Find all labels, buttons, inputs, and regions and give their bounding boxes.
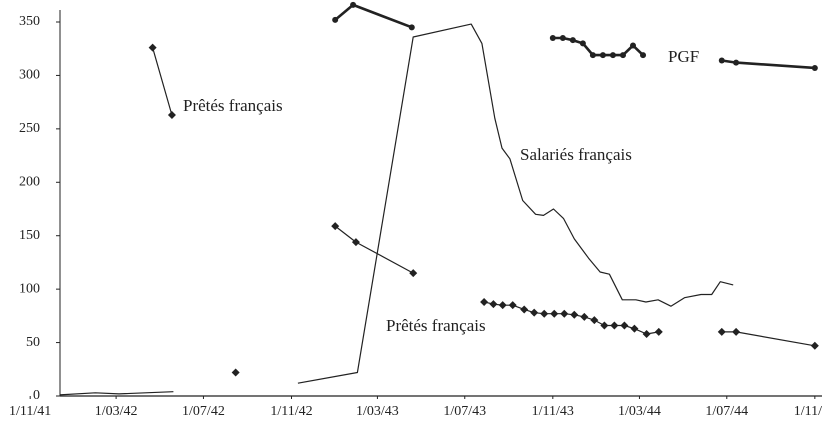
data-point — [148, 43, 157, 52]
data-point — [569, 37, 576, 44]
data-point — [630, 324, 639, 333]
series-line — [483, 301, 815, 347]
data-point — [560, 309, 569, 318]
x-tick-label: 1/07/44 — [705, 404, 748, 419]
data-point — [599, 52, 606, 59]
x-tick-label: 1/11/44 — [794, 404, 822, 419]
y-tick-label: 300 — [19, 68, 40, 83]
data-point — [549, 35, 556, 42]
x-tick-label: 1/11/42 — [270, 404, 312, 419]
data-point — [733, 59, 740, 66]
series-line — [152, 47, 414, 274]
data-point — [580, 312, 589, 321]
series-label: Prêtés français — [386, 316, 486, 335]
data-point — [620, 321, 629, 330]
data-point — [589, 52, 596, 59]
data-point — [610, 321, 619, 330]
y-tick-label: 50 — [26, 335, 40, 350]
y-tick-label: 250 — [19, 121, 40, 136]
data-point — [810, 341, 819, 350]
x-tick-label: 1/03/44 — [618, 404, 661, 419]
series-line — [334, 3, 815, 70]
series-label: PGF — [668, 47, 699, 66]
y-tick-label: 150 — [19, 228, 40, 243]
series-label: Salariés français — [520, 145, 632, 164]
x-tick-label: 1/03/42 — [95, 404, 138, 419]
data-point — [332, 16, 339, 23]
data-point — [167, 110, 176, 119]
data-point — [717, 327, 726, 336]
data-point — [600, 321, 609, 330]
data-point — [629, 42, 636, 49]
data-point — [408, 24, 415, 31]
x-tick-label: 1/07/43 — [443, 404, 486, 419]
y-tick-label: 100 — [19, 281, 40, 296]
y-tick-label: 200 — [19, 175, 40, 190]
data-point — [811, 64, 818, 71]
data-point — [550, 309, 559, 318]
data-point — [654, 327, 663, 336]
y-tick-label: 350 — [19, 14, 40, 29]
data-point — [498, 301, 507, 310]
data-point — [718, 57, 725, 64]
x-tick-label: 1/11/43 — [532, 404, 574, 419]
series-label: Prêtés français — [183, 96, 283, 115]
data-point — [732, 327, 741, 336]
data-point — [570, 310, 579, 319]
x-tick-label: 1/03/43 — [356, 404, 399, 419]
y-tick-label: 0 — [33, 388, 40, 403]
data-point — [351, 238, 360, 247]
data-point — [480, 297, 489, 306]
x-tick-label: 1/07/42 — [182, 404, 225, 419]
data-point — [590, 316, 599, 325]
data-point — [489, 300, 498, 309]
series-line — [59, 23, 734, 396]
data-point — [508, 301, 517, 310]
data-point — [520, 305, 529, 314]
data-point — [640, 52, 647, 59]
data-point — [579, 40, 586, 47]
data-point — [619, 52, 626, 59]
data-point — [642, 330, 651, 339]
data-point — [530, 308, 539, 317]
data-point — [231, 368, 240, 377]
x-tick-label: 1/11/41 — [9, 404, 51, 419]
data-point — [409, 269, 418, 278]
data-point — [350, 1, 357, 8]
data-point — [540, 309, 549, 318]
data-point — [331, 222, 340, 231]
data-point — [559, 35, 566, 42]
data-point — [609, 52, 616, 59]
